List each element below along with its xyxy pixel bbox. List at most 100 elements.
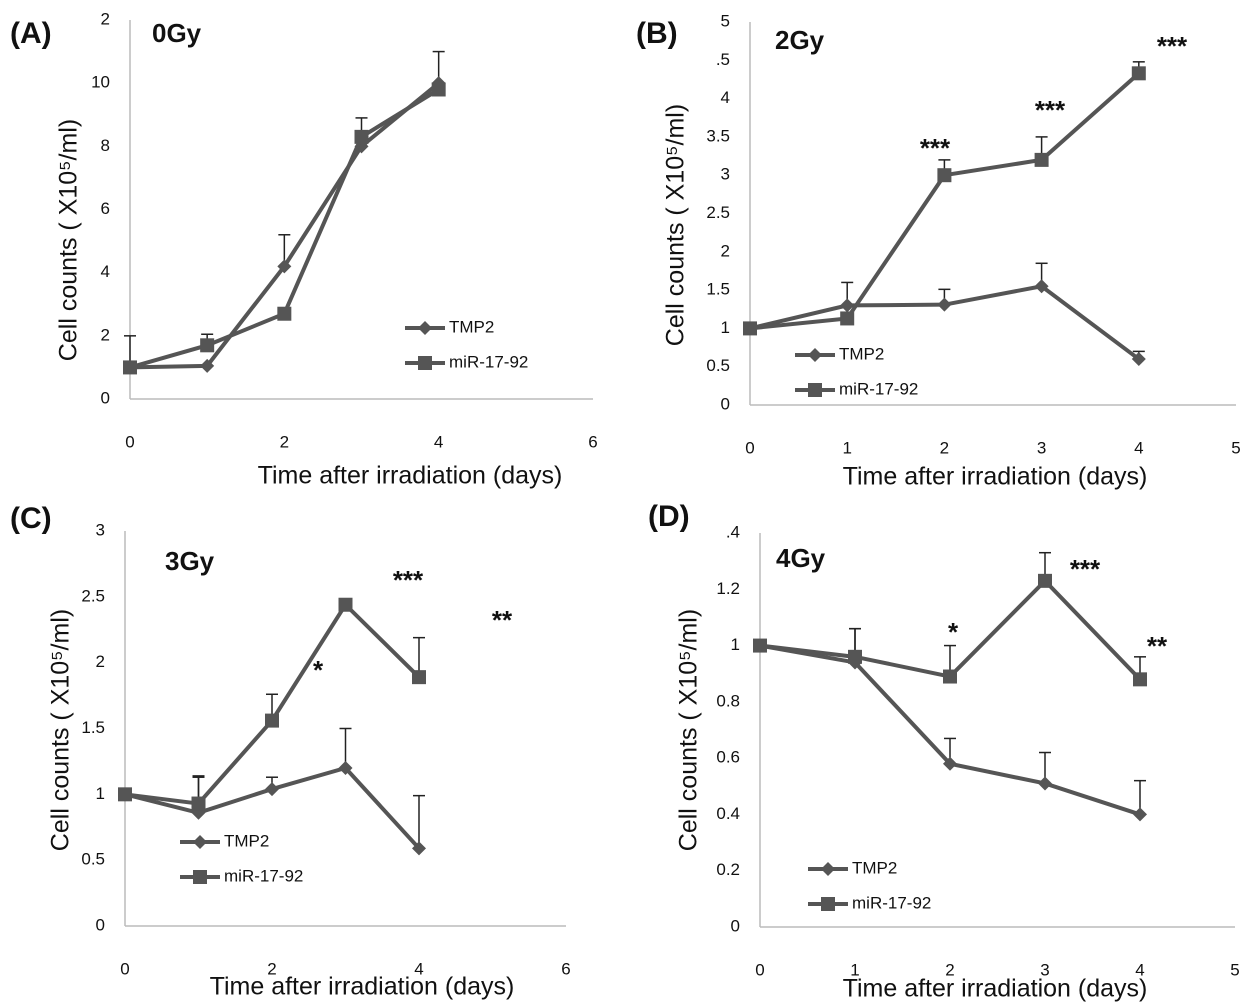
x-tick-label: 4 bbox=[414, 959, 423, 978]
x-axis-label: Time after irradiation (days) bbox=[210, 973, 515, 1001]
y-tick-label: 5 bbox=[721, 11, 730, 30]
chart-title: 4Gy bbox=[776, 543, 826, 573]
panel-label: (D) bbox=[648, 500, 690, 533]
chart-title: 0Gy bbox=[152, 18, 202, 48]
y-tick-label: 3 bbox=[721, 165, 730, 184]
x-tick-label: 2 bbox=[280, 432, 289, 451]
panel-label: (B) bbox=[636, 17, 678, 50]
data-point bbox=[943, 669, 957, 684]
x-tick-label: 2 bbox=[940, 438, 949, 457]
x-tick-label: 5 bbox=[1230, 960, 1239, 979]
data-point bbox=[191, 796, 206, 811]
data-point bbox=[412, 841, 426, 856]
chart-title: 2Gy bbox=[775, 25, 825, 55]
legend-label: TMP2 bbox=[839, 344, 884, 363]
x-tick-label: 4 bbox=[434, 432, 443, 451]
legend-marker bbox=[193, 835, 207, 849]
y-axis-label: Cell counts ( X10⁵/ml) bbox=[675, 609, 703, 851]
y-axis-label: Cell counts ( X10⁵/ml) bbox=[55, 119, 83, 361]
y-tick-label: 2 bbox=[96, 652, 105, 671]
significance-mark: *** bbox=[1070, 554, 1101, 584]
y-tick-label: 0 bbox=[101, 388, 110, 407]
data-point bbox=[200, 358, 215, 373]
data-point bbox=[848, 649, 862, 664]
significance-mark: * bbox=[313, 655, 324, 685]
legend-label: miR-17-92 bbox=[449, 352, 528, 371]
data-point bbox=[1034, 279, 1049, 294]
data-point bbox=[277, 306, 292, 321]
data-point bbox=[412, 670, 426, 685]
y-tick-label: 1.5 bbox=[706, 280, 730, 299]
y-tick-label: 1.2 bbox=[716, 579, 740, 598]
x-tick-label: 1 bbox=[850, 960, 859, 979]
y-tick-label: 3.5 bbox=[706, 126, 730, 145]
y-tick-label: 2 bbox=[721, 241, 730, 260]
legend-marker bbox=[193, 870, 207, 884]
data-point bbox=[1034, 152, 1049, 167]
y-tick-label: 4 bbox=[101, 262, 110, 281]
data-point bbox=[277, 259, 292, 274]
x-tick-label: 0 bbox=[745, 438, 754, 457]
y-tick-label: 0.8 bbox=[716, 691, 740, 710]
data-point bbox=[937, 297, 952, 312]
legend-label: TMP2 bbox=[224, 831, 269, 850]
y-tick-label: 1 bbox=[721, 318, 730, 337]
x-tick-label: 6 bbox=[561, 959, 570, 978]
y-tick-label: 2 bbox=[101, 9, 110, 28]
significance-mark: ** bbox=[492, 605, 513, 635]
y-tick-label: 1 bbox=[96, 784, 105, 803]
data-point bbox=[840, 298, 855, 313]
legend-marker bbox=[821, 897, 835, 911]
significance-mark: ** bbox=[1147, 631, 1168, 661]
panel: 0 2 4 6 8 10 2 0 2 4 6 (A) 0Gy Time after irradiation… bbox=[10, 9, 598, 489]
data-point bbox=[840, 311, 855, 326]
data-point bbox=[937, 168, 952, 183]
y-tick-label: 0.4 bbox=[716, 804, 740, 823]
y-tick-label: 3 bbox=[96, 520, 105, 539]
series-line bbox=[129, 87, 440, 370]
y-tick-label: 10 bbox=[91, 73, 110, 92]
data-point bbox=[338, 597, 353, 612]
x-tick-label: 0 bbox=[755, 960, 764, 979]
series-line bbox=[129, 81, 440, 370]
x-tick-label: 0 bbox=[125, 432, 134, 451]
data-point bbox=[1131, 352, 1146, 367]
x-tick-label: 4 bbox=[1135, 960, 1144, 979]
panel: 0 0.5 1 1.5 2 2.5 3 3.5 4 .5 5 0 1 2 3 4 5 (B) 2Gy Time aft… bbox=[636, 11, 1241, 490]
x-tick-label: 3 bbox=[1037, 438, 1046, 457]
legend-label: miR-17-92 bbox=[852, 893, 931, 912]
legend-marker bbox=[418, 356, 432, 370]
y-axis-label: Cell counts ( X10⁵/ml) bbox=[662, 104, 690, 346]
y-tick-label: 0 bbox=[721, 394, 730, 413]
significance-mark: *** bbox=[1157, 31, 1188, 61]
y-tick-label: 0 bbox=[96, 915, 105, 934]
x-axis-label: Time after irradiation (days) bbox=[258, 462, 563, 490]
chart-title: 3Gy bbox=[165, 546, 215, 576]
data-point bbox=[743, 321, 757, 336]
y-tick-label: 1.5 bbox=[81, 718, 105, 737]
data-point bbox=[943, 756, 957, 771]
x-axis-label: Time after irradiation (days) bbox=[843, 463, 1148, 491]
significance-mark: * bbox=[948, 617, 959, 647]
x-tick-label: 0 bbox=[120, 959, 129, 978]
legend-label: TMP2 bbox=[449, 317, 494, 336]
data-point bbox=[338, 761, 353, 775]
x-tick-label: 4 bbox=[1134, 438, 1143, 457]
data-point bbox=[123, 360, 137, 375]
y-tick-label: 2.5 bbox=[706, 203, 730, 222]
y-tick-label: 0.2 bbox=[716, 860, 740, 879]
legend-label: TMP2 bbox=[852, 858, 897, 877]
data-point bbox=[1038, 776, 1052, 791]
data-point bbox=[1131, 66, 1146, 81]
panel-label: (C) bbox=[10, 502, 52, 535]
data-point bbox=[265, 782, 279, 797]
data-point bbox=[354, 129, 369, 144]
legend-marker bbox=[808, 348, 822, 362]
legend-marker bbox=[808, 383, 822, 397]
x-axis-label: Time after irradiation (days) bbox=[843, 975, 1148, 1003]
data-point bbox=[265, 713, 279, 728]
y-tick-label: 0.6 bbox=[716, 748, 740, 767]
x-tick-label: 1 bbox=[842, 438, 851, 457]
x-tick-label: 3 bbox=[1040, 960, 1049, 979]
